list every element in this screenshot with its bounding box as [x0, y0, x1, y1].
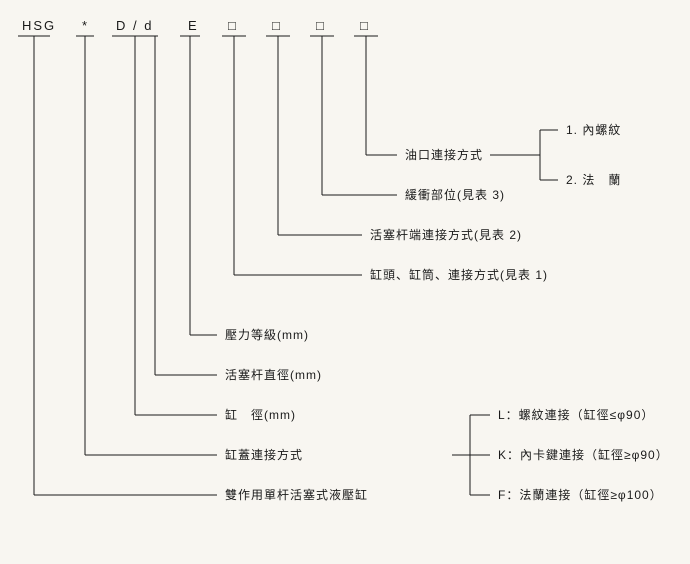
label-tok-dd: 缸 徑(mm) — [225, 407, 296, 422]
header-token-tok-e: E — [188, 18, 199, 33]
oil-opt-1: 1. 內螺紋 — [566, 123, 621, 137]
label-tok-star: 缸蓋連接方式 — [225, 447, 303, 462]
label-tok-s3: 緩衝部位(見表 3) — [405, 187, 505, 202]
header-token-tok-star: * — [82, 18, 89, 33]
label-tok-s2: 活塞杆端連接方式(見表 2) — [370, 227, 522, 242]
header-token-tok-s2: □ — [272, 18, 282, 33]
header-token-tok-hsg: HSG — [22, 18, 56, 33]
label-d-extra: 活塞杆直徑(mm) — [225, 367, 322, 382]
header-token-tok-dd: D / d — [116, 18, 153, 33]
label-tok-e: 壓力等級(mm) — [225, 328, 309, 342]
cover-label-cov-l: L：螺紋連接（缸徑≤φ90） — [498, 407, 654, 422]
oil-opt-2: 2. 法 蘭 — [566, 173, 621, 187]
header-token-tok-s3: □ — [316, 18, 326, 33]
cover-label-cov-f: F：法蘭連接（缸徑≥φ100） — [498, 487, 663, 502]
label-tok-hsg: 雙作用單杆活塞式液壓缸 — [225, 487, 368, 502]
header-token-tok-s1: □ — [228, 18, 238, 33]
header-token-tok-s4: □ — [360, 18, 370, 33]
label-tok-s1: 缸頭、缸筒、連接方式(見表 1) — [370, 267, 548, 282]
label-tok-s4: 油口連接方式 — [405, 147, 483, 162]
cover-label-cov-k: K：內卡鍵連接（缸徑≥φ90） — [498, 447, 669, 462]
